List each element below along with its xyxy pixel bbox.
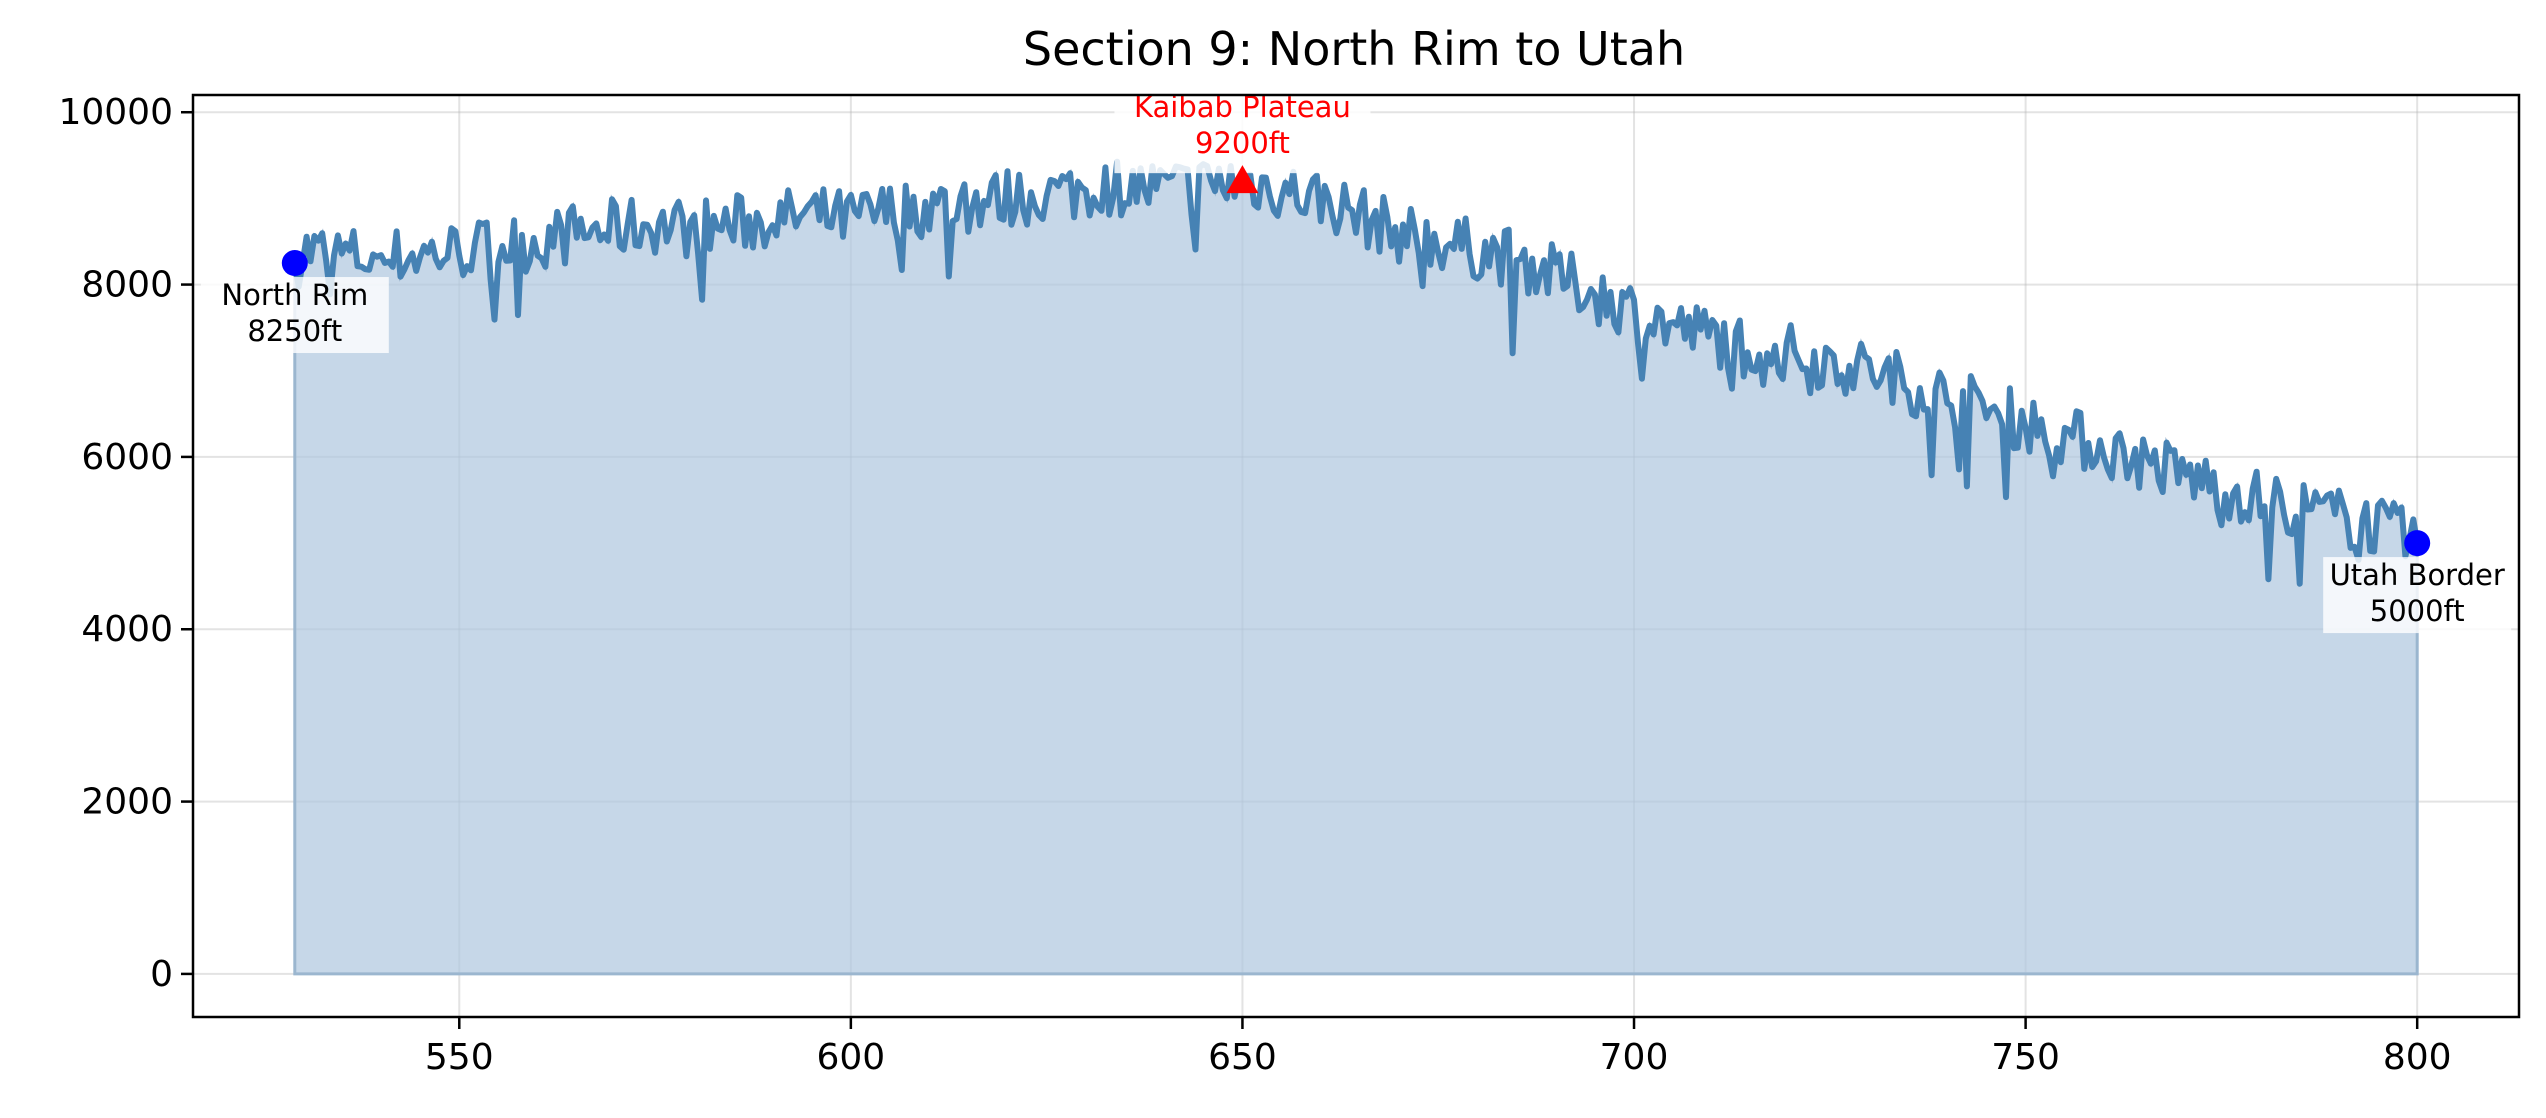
point-label-name: Utah Border — [2330, 558, 2505, 592]
point-marker — [2404, 530, 2431, 557]
peak-label-value: 9200ft — [1195, 126, 1290, 160]
x-tick-label: 700 — [1600, 1037, 1669, 1078]
point-label-name: North Rim — [221, 278, 368, 312]
peak-marker — [1226, 165, 1259, 194]
axes-frame — [191, 93, 2521, 1019]
y-tick-label: 4000 — [81, 609, 173, 650]
y-tick-label: 10000 — [58, 92, 173, 133]
plot-area — [291, 158, 2421, 976]
x-tick-label: 600 — [816, 1037, 885, 1078]
y-tick-label: 6000 — [81, 437, 173, 478]
y-tick-label: 0 — [150, 954, 173, 995]
chart-title: Section 9: North Rim to Utah — [1023, 22, 1685, 76]
peak-label-box — [1114, 93, 1371, 174]
point-label-value: 5000ft — [2370, 594, 2465, 628]
point-marker — [281, 250, 308, 277]
y-tick-label: 8000 — [81, 265, 173, 306]
x-tick-label: 800 — [2383, 1037, 2452, 1078]
point-label-box — [200, 277, 389, 354]
x-tick-label: 650 — [1208, 1037, 1277, 1078]
elevation-line — [291, 158, 2421, 587]
x-tick-label: 550 — [425, 1037, 494, 1078]
point-label-value: 8250ft — [247, 314, 342, 348]
x-tick-label: 750 — [1991, 1037, 2060, 1078]
y-tick-label: 2000 — [81, 782, 173, 823]
point-label-box — [2323, 557, 2512, 634]
